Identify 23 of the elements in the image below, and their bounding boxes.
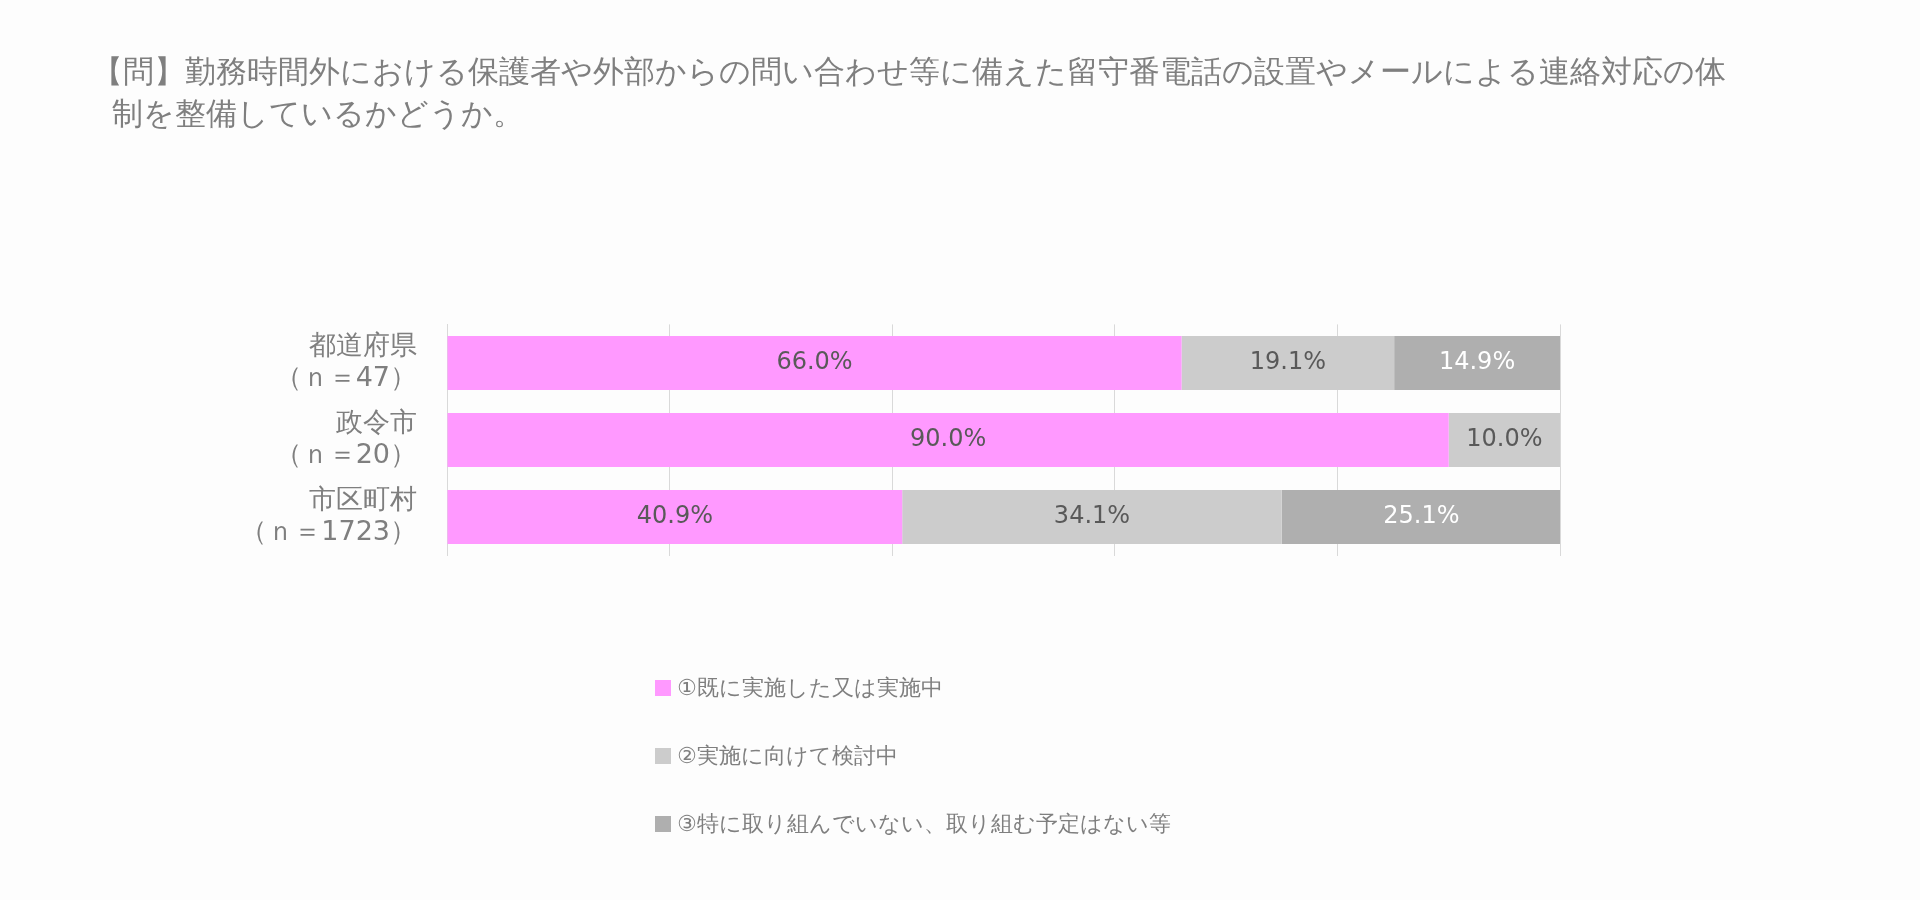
legend-label: ③特に取り組んでいない、取り組む予定はない等 — [677, 810, 1171, 838]
bar — [447, 490, 903, 545]
data-label: 40.9% — [636, 501, 713, 530]
bar — [902, 490, 1282, 545]
bar — [447, 335, 1182, 390]
chart-title: 【問】勤務時間外における保護者や外部からの問い合わせ等に備えた留守番電話の設置やメールによる連絡対応の体制を整備しているかどうか。 — [92, 52, 1727, 133]
data-label: 14.9% — [1438, 347, 1516, 376]
y-tick-label: 都道府県（ｎ＝47） — [274, 328, 417, 393]
bar — [1394, 335, 1560, 390]
data-label: 90.0% — [909, 424, 987, 453]
bar — [447, 413, 1449, 467]
data-label: 19.1% — [1249, 347, 1326, 376]
data-label: 10.0% — [1466, 424, 1543, 453]
data-label: 25.1% — [1383, 501, 1460, 530]
legend-label: ②実施に向けて検討中 — [677, 742, 898, 770]
y-tick-label: 市区町村（ｎ＝1723） — [240, 482, 417, 547]
data-label: 66.0% — [776, 347, 853, 376]
data-label: 34.1% — [1053, 501, 1131, 530]
y-tick-label: 政令市（ｎ＝20） — [274, 405, 417, 470]
legend-label: ①既に実施した又は実施中 — [677, 674, 943, 702]
bar — [1181, 335, 1395, 390]
bar — [1281, 490, 1560, 545]
bar — [1448, 413, 1560, 467]
